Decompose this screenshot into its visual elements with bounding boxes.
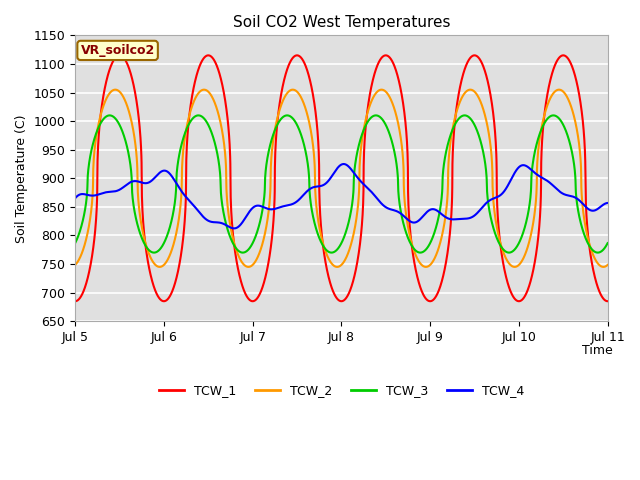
TCW_1 <box>604 299 611 304</box>
TCW_1 <box>116 52 124 58</box>
TCW_4 <box>164 169 172 175</box>
TCW_3 <box>195 112 202 118</box>
TCW_1 <box>299 57 307 62</box>
TCW_2 <box>71 262 79 268</box>
TCW_2 <box>132 147 140 153</box>
TCW_2 <box>604 262 611 268</box>
Title: Soil CO2 West Temperatures: Soil CO2 West Temperatures <box>232 15 450 30</box>
TCW_2 <box>164 256 172 262</box>
TCW_1 <box>593 283 601 289</box>
TCW_1 <box>536 214 544 219</box>
TCW_2 <box>536 132 544 138</box>
Y-axis label: Soil Temperature (C): Soil Temperature (C) <box>15 114 28 242</box>
TCW_4 <box>132 178 140 184</box>
TCW_2 <box>276 107 284 112</box>
TCW_3 <box>132 215 140 221</box>
TCW_3 <box>71 240 79 246</box>
Legend: TCW_1, TCW_2, TCW_3, TCW_4: TCW_1, TCW_2, TCW_3, TCW_4 <box>154 379 529 402</box>
TCW_1 <box>71 299 79 304</box>
TCW_2 <box>156 264 163 270</box>
TCW_4 <box>230 226 238 231</box>
X-axis label: Time: Time <box>582 344 612 357</box>
TCW_4 <box>71 195 79 201</box>
TCW_2 <box>594 260 602 266</box>
Text: VR_soilco2: VR_soilco2 <box>81 44 155 57</box>
TCW_1 <box>132 95 140 101</box>
Line: TCW_2: TCW_2 <box>75 90 607 267</box>
TCW_4 <box>276 204 284 210</box>
TCW_4 <box>299 193 307 199</box>
TCW_4 <box>340 161 348 167</box>
Line: TCW_4: TCW_4 <box>75 164 607 228</box>
TCW_1 <box>164 296 172 302</box>
Line: TCW_3: TCW_3 <box>75 115 607 252</box>
TCW_3 <box>594 250 602 255</box>
Line: TCW_1: TCW_1 <box>75 55 607 301</box>
TCW_3 <box>536 130 544 135</box>
TCW_4 <box>604 200 611 206</box>
TCW_3 <box>299 137 307 143</box>
TCW_2 <box>111 87 119 93</box>
TCW_3 <box>164 232 172 238</box>
TCW_3 <box>604 240 611 246</box>
TCW_4 <box>594 206 602 212</box>
TCW_4 <box>536 174 544 180</box>
TCW_1 <box>276 102 284 108</box>
TCW_3 <box>239 250 246 255</box>
TCW_3 <box>276 118 284 123</box>
TCW_2 <box>299 98 307 104</box>
